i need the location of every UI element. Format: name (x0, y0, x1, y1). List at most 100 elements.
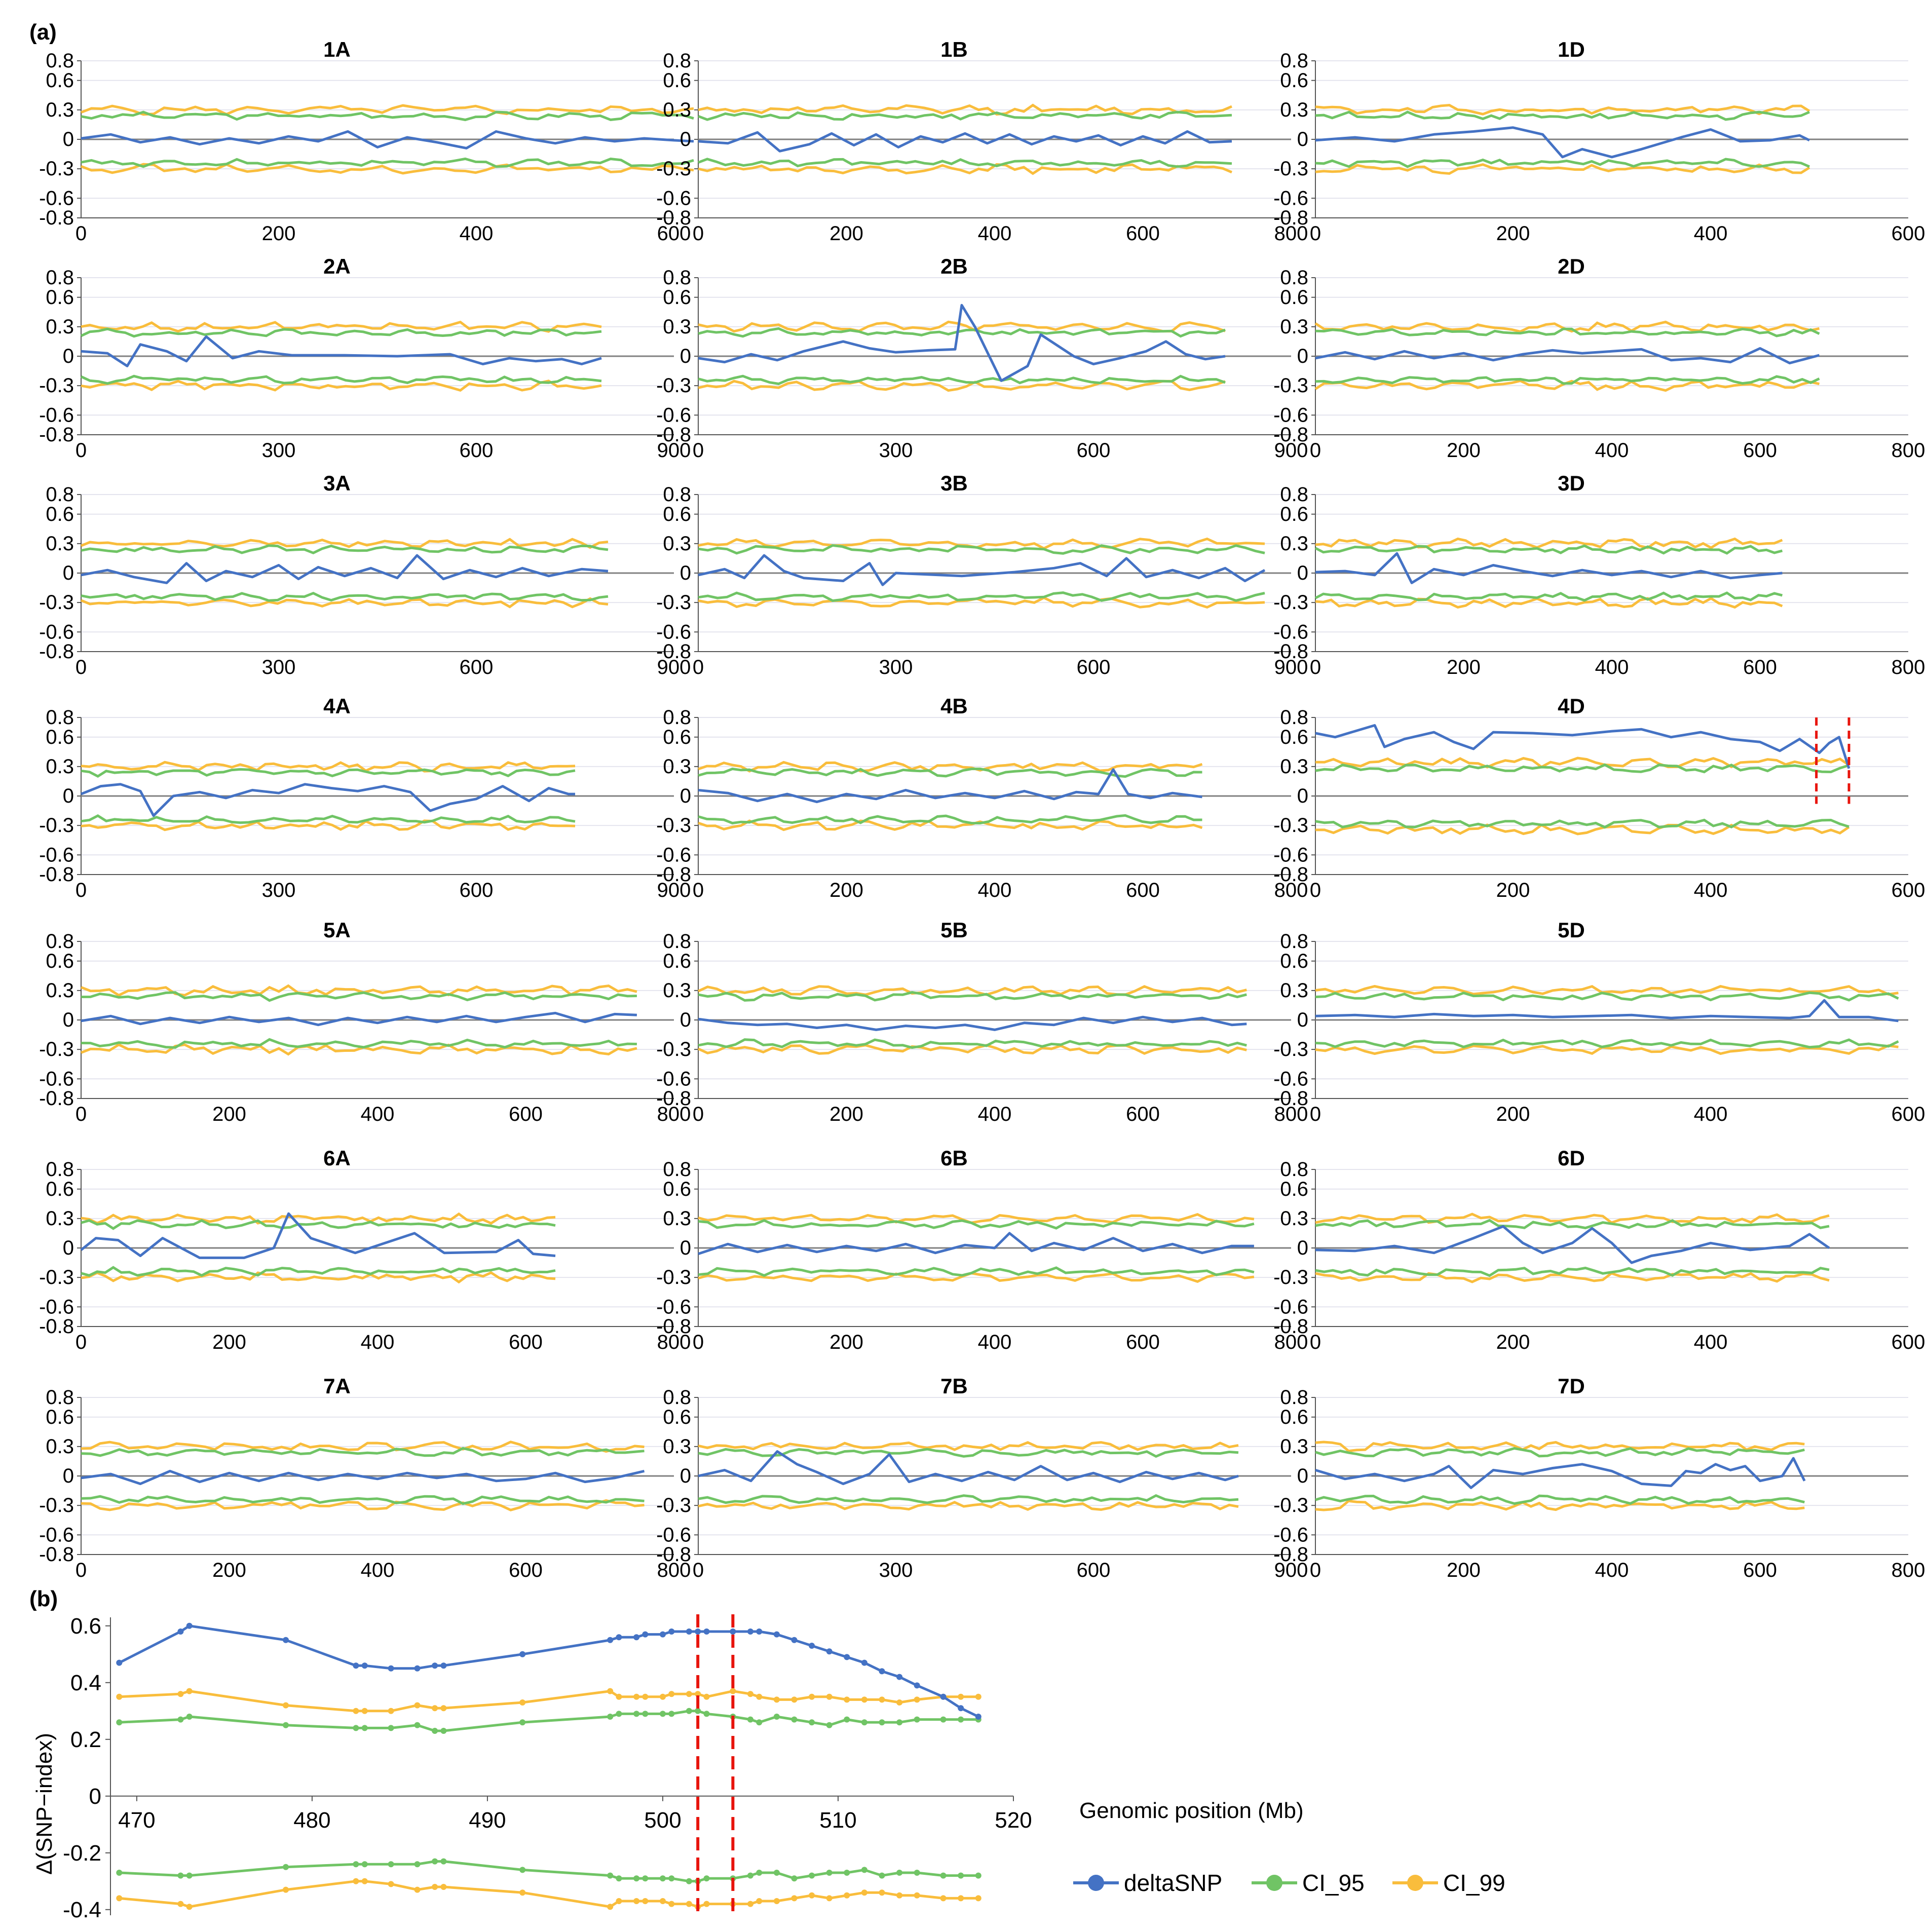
data-point-deltasnp (773, 1631, 780, 1638)
panel-3A: 3A0.80.60.30-0.3-0.6-0.80 300 600 900 (39, 471, 691, 678)
ci95-upper-line (698, 991, 1247, 1002)
y-tick-label: 0 (1297, 562, 1308, 584)
y-tick-label: 0 (63, 128, 74, 150)
data-point-ci_95_neg (975, 1872, 981, 1879)
panel-4D: 4D0.80.60.30-0.3-0.6-0.80 200 400 600 (1273, 694, 1925, 901)
y-tick-label: -0.3 (656, 1038, 691, 1060)
ci95-upper-line (698, 1448, 1239, 1458)
ci95-upper-line (81, 991, 637, 1002)
y-tick-label: 0.3 (663, 316, 691, 338)
panel-title-1A: 1A (323, 37, 351, 61)
x-tick-label: 200 (212, 1559, 246, 1581)
x-tick-label: 600 (1892, 879, 1925, 901)
y-tick-label: 0 (63, 785, 74, 807)
x-tick-label: 600 (1743, 1559, 1777, 1581)
x-tick-label: 800 (1274, 879, 1308, 901)
x-tick-label: 400 (978, 1103, 1012, 1125)
data-point-ci_99 (958, 1693, 964, 1700)
y-tick-label: -0.8 (656, 863, 691, 886)
data-point-ci_99_neg (616, 1898, 622, 1904)
data-point-ci_95_neg (116, 1870, 123, 1876)
x-tick-label: 200 (829, 222, 863, 245)
data-point-ci_95_neg (958, 1872, 964, 1879)
y-tick-label: -0.3 (39, 158, 74, 180)
y-tick-label: 0.3 (46, 1435, 74, 1458)
deltasnp-line (81, 1469, 645, 1485)
data-point-deltasnp (414, 1665, 421, 1672)
x-tick-label: 300 (879, 656, 913, 678)
x-tick-label: 600 (460, 439, 494, 462)
ci99-lower-line (698, 380, 1226, 392)
data-point-deltasnp (642, 1631, 649, 1638)
panel-title-3D: 3D (1558, 471, 1585, 495)
legend-swatch-dot (1266, 1875, 1282, 1891)
ci95-lower-line (81, 157, 694, 168)
y-tick-label: -0.3 (39, 1038, 74, 1060)
ci99-upper-line (698, 761, 1203, 773)
x-tick-label: 0 (1310, 1331, 1321, 1353)
y-tick-label: 0.6 (663, 1406, 691, 1428)
data-point-ci_99 (686, 1691, 692, 1697)
data-point-deltasnp (940, 1693, 947, 1700)
ci99-lower-line (698, 596, 1265, 609)
y-tick-label: -0.6 (1273, 621, 1308, 643)
data-point-ci_99 (879, 1696, 885, 1703)
x-tick-label: 400 (361, 1331, 395, 1353)
data-point-ci_95 (616, 1711, 622, 1717)
data-point-ci_99 (361, 1708, 368, 1714)
ci99-lower-line (698, 1272, 1255, 1283)
ci95-lower-line (1315, 1266, 1830, 1277)
y-tick-label: 0.6 (46, 503, 74, 525)
y-tick-label: -0.6 (1273, 404, 1308, 426)
ci99-lower-line (1315, 1044, 1899, 1055)
y-tick-label: -0.8 (656, 1315, 691, 1338)
x-tick-label: 600 (509, 1331, 543, 1353)
y-tick-label: 0 (1297, 1009, 1308, 1031)
data-point-ci_99_neg (975, 1895, 981, 1902)
data-point-deltasnp (861, 1659, 867, 1666)
data-point-deltasnp (730, 1628, 736, 1635)
data-point-ci_99_neg (809, 1892, 815, 1899)
ci99-upper-line (698, 1213, 1255, 1224)
panel-title-4B: 4B (940, 694, 968, 718)
data-point-ci_95_neg (844, 1870, 850, 1876)
deltasnp-line (81, 130, 694, 149)
x-tick-label: 0 (75, 879, 87, 901)
data-point-ci_95 (861, 1719, 867, 1726)
y-tick-label: 0 (1297, 1465, 1308, 1487)
y-tick-label: 0.3 (1280, 1435, 1308, 1458)
data-point-ci_99_neg (940, 1895, 947, 1902)
x-tick-label: 0 (1310, 656, 1321, 678)
panel-title-4D: 4D (1558, 694, 1585, 718)
x-tick-label: 0 (693, 656, 704, 678)
x-tick-label: 600 (1077, 1559, 1111, 1581)
y-tick-label: 0.6 (663, 286, 691, 309)
deltasnp-line (698, 1015, 1247, 1031)
data-point-deltasnp (756, 1628, 763, 1635)
x-tick-label: 300 (262, 656, 296, 678)
x-tick-label: 600 (1892, 1331, 1925, 1353)
ci95-lower-line (81, 1038, 637, 1049)
ci95-lower-line (81, 1495, 645, 1505)
y-tick-label: 0.6 (70, 1614, 101, 1639)
data-point-ci_95 (432, 1728, 438, 1734)
data-point-ci_99 (809, 1693, 815, 1700)
y-tick-label: -0.3 (39, 374, 74, 397)
y-tick-label: -0.6 (656, 1068, 691, 1090)
data-point-ci_99 (642, 1693, 649, 1700)
ci95-upper-line (1315, 991, 1899, 1002)
y-tick-label: -0.3 (1273, 1266, 1308, 1289)
y-tick-label: -0.3 (1273, 814, 1308, 837)
data-point-ci_99 (607, 1688, 614, 1694)
y-tick-label: 0.8 (1280, 1386, 1308, 1409)
y-tick-label: 0 (1297, 785, 1308, 807)
x-tick-label: 400 (361, 1103, 395, 1125)
x-tick-label: 900 (657, 879, 691, 901)
data-point-ci_95_neg (607, 1872, 614, 1879)
x-tick-label: 600 (1892, 1103, 1925, 1125)
y-tick-label: 0 (63, 1009, 74, 1031)
ci99-upper-line (1315, 984, 1899, 996)
data-point-ci_95_neg (773, 1870, 780, 1876)
y-tick-label: 0.6 (1280, 1178, 1308, 1200)
panel-b-chart: Genomic position (Mb) Δ(SNP−index) delta… (32, 1614, 1505, 1922)
